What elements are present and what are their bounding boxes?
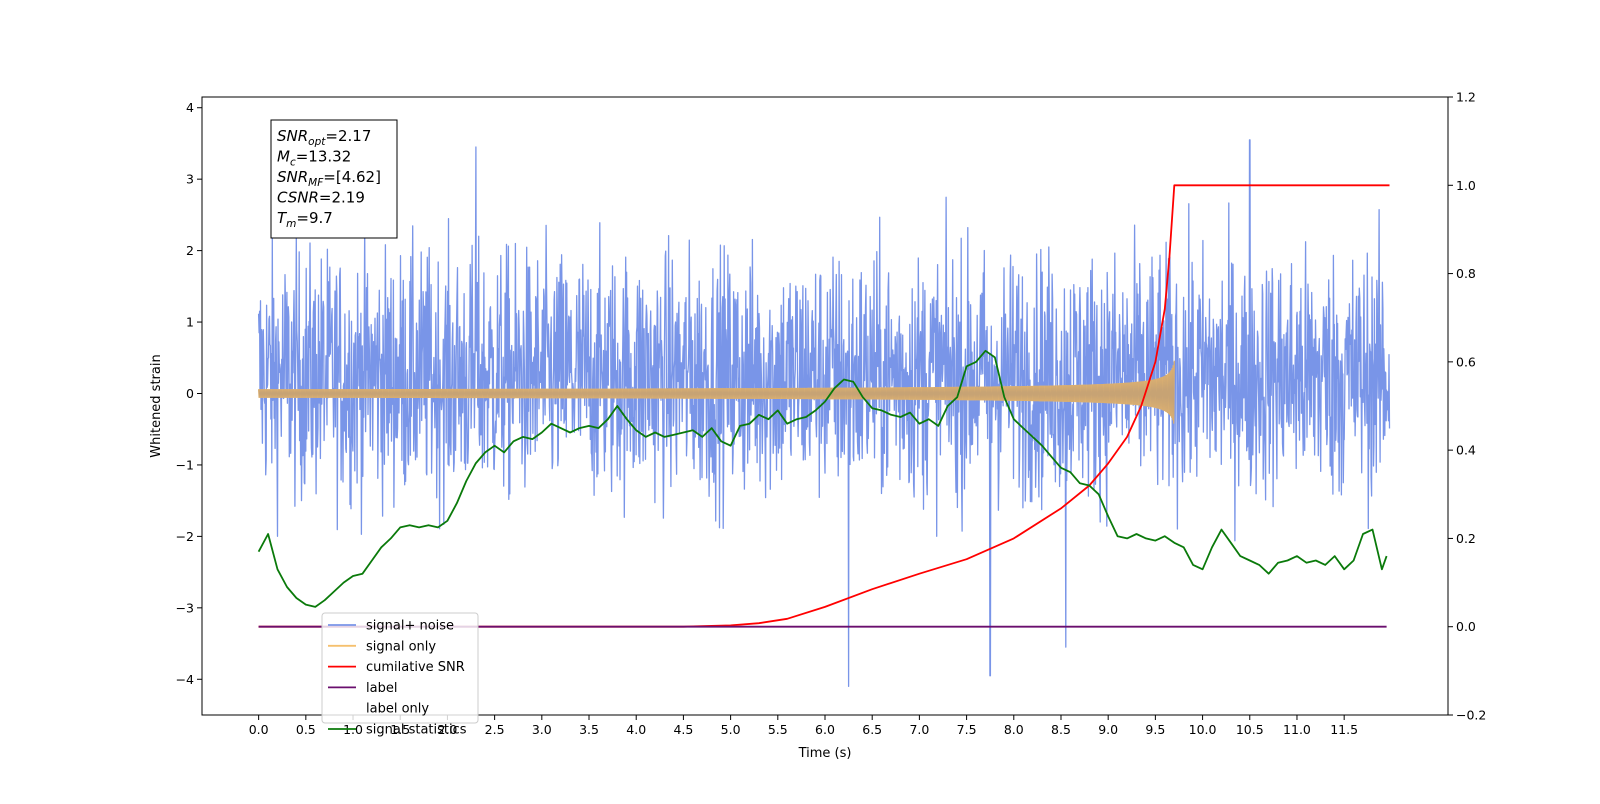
annotation-line: Tm=9.7	[277, 209, 333, 230]
x-tick-label: 0.0	[249, 722, 269, 737]
y2-tick-label: 0.0	[1456, 619, 1476, 634]
x-tick-label: 9.0	[1098, 722, 1118, 737]
x-tick-label: 7.5	[957, 722, 977, 737]
annotation-line: SNRMF=[4.62]	[277, 168, 381, 189]
series-cumilative-snr	[258, 184, 1390, 628]
legend-entry: signal+ noise	[366, 619, 454, 634]
legend-entry: label	[366, 681, 397, 696]
legend-entry: signal statistics	[366, 723, 467, 738]
series-signal-statistics	[257, 349, 1388, 608]
x-tick-label: 5.5	[768, 722, 788, 737]
x-tick-label: 0.5	[296, 722, 316, 737]
series-signal-noise	[257, 139, 1391, 688]
legend-entry: signal only	[366, 639, 436, 654]
legend: signal+ noise signal only cumilative SNR la…	[321, 612, 479, 738]
x-tick-label: 1.5	[390, 722, 410, 737]
y-tick-label: −3	[176, 600, 194, 615]
legend-entry: label only	[366, 702, 429, 717]
series-signal-only-shade	[258, 360, 1175, 424]
y-tick-label: 1	[186, 315, 194, 330]
y-tick-label: −2	[176, 529, 194, 544]
annotation-line: SNRopt=2.17	[277, 127, 371, 148]
y2-tick-label: 0.6	[1456, 354, 1476, 369]
x-tick-label: 8.0	[1004, 722, 1024, 737]
annotation-line: Mc=13.32	[277, 148, 351, 169]
annotation-line: CSNR=2.19	[277, 189, 365, 207]
x-tick-label: 8.5	[1051, 722, 1071, 737]
y-axis-label: Whitened strain	[149, 354, 164, 457]
y-tick-label: 3	[186, 172, 194, 187]
y2-tick-label: 1.0	[1456, 178, 1476, 193]
y-tick-label: 0	[186, 386, 194, 401]
y-tick-label: −4	[176, 672, 194, 687]
annotation-box	[270, 119, 398, 239]
y-tick-label: −1	[176, 457, 194, 472]
y2-tick-label: 0.2	[1456, 531, 1476, 546]
x-tick-label: 6.5	[862, 722, 882, 737]
stats-annotation: SNRopt=2.17Mc=13.32SNRMF=[4.62]CSNR=2.19…	[270, 119, 398, 239]
y-tick-label: 2	[186, 243, 194, 258]
x-tick-label: 11.5	[1330, 722, 1358, 737]
x-axis-label: Time (s)	[798, 746, 852, 761]
x-tick-label: 2.5	[485, 722, 505, 737]
x-tick-label: 9.5	[1145, 722, 1165, 737]
x-tick-label: 4.5	[673, 722, 693, 737]
x-tick-label: 3.0	[532, 722, 552, 737]
y2-tick-label: 1.2	[1456, 90, 1476, 105]
y2-tick-label: 0.4	[1456, 443, 1476, 458]
y2-tick-label: 0.8	[1456, 266, 1476, 281]
x-tick-label: 4.0	[626, 722, 646, 737]
legend-frame	[321, 612, 479, 724]
x-tick-label: 2.0	[437, 722, 457, 737]
y-tick-label: 4	[186, 100, 194, 115]
x-tick-label: 11.0	[1283, 722, 1311, 737]
x-tick-label: 10.0	[1189, 722, 1217, 737]
legend-entry: cumilative SNR	[366, 660, 465, 675]
x-tick-label: 3.5	[579, 722, 599, 737]
y2-tick-label: −0.2	[1456, 708, 1486, 723]
x-tick-label: 5.0	[721, 722, 741, 737]
x-tick-label: 6.0	[815, 722, 835, 737]
x-tick-label: 10.5	[1236, 722, 1264, 737]
x-tick-label: 7.0	[909, 722, 929, 737]
